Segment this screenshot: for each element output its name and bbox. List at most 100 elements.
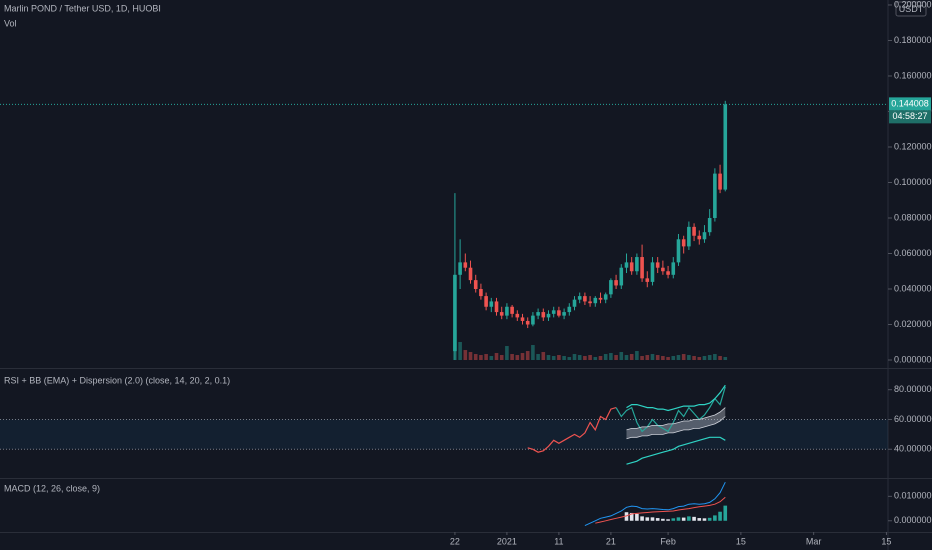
candle-body [671, 262, 676, 275]
volume-label: Vol [4, 18, 17, 28]
volume-bar [707, 355, 712, 361]
x-tick-label: 2021 [497, 536, 517, 546]
candle-body [697, 235, 702, 240]
candle-body [510, 306, 514, 314]
y-tick-label: 40.000000 [894, 444, 932, 454]
histogram-bar [676, 517, 681, 521]
candle-body [588, 301, 592, 304]
y-tick-label: 0.020000 [894, 319, 932, 329]
y-tick-label: 80.000000 [894, 384, 932, 394]
volume-bar [619, 352, 624, 361]
volume-bar [681, 354, 686, 361]
candle-body [567, 306, 572, 313]
volume-bar [577, 355, 582, 361]
volume-bar [536, 354, 540, 361]
histogram-bar [687, 516, 691, 521]
histogram-bar [650, 517, 655, 521]
chart-title: Marlin POND / Tether USD, 1D, HUOBI [4, 3, 161, 13]
candle-body [515, 313, 520, 318]
volume-bar [666, 357, 670, 361]
volume-bar [520, 353, 525, 361]
histogram-bar [645, 517, 650, 521]
candle-body [723, 104, 728, 190]
candle-body [525, 320, 530, 325]
volume-bar [588, 355, 592, 361]
volume-bar [562, 356, 566, 361]
currency-badge[interactable] [895, 1, 927, 17]
candle-body [499, 312, 504, 316]
volume-bar [468, 352, 473, 361]
pane-title: MACD (12, 26, close, 9) [4, 483, 100, 493]
volume-bar [593, 357, 598, 361]
volume-bar [572, 354, 577, 361]
rsi-band [0, 419, 888, 450]
series-line [595, 496, 726, 524]
histogram-bar [697, 518, 702, 521]
volume-bar [525, 351, 530, 361]
series-line [584, 481, 726, 527]
y-tick-label: 0.010000 [894, 491, 932, 501]
candle-body [536, 312, 540, 316]
x-tick-label: 15 [881, 536, 891, 546]
candle-body [603, 294, 608, 300]
volume-bar [494, 353, 499, 361]
y-tick-label: 60.000000 [894, 414, 932, 424]
series-line [626, 407, 726, 431]
volume-bar [624, 355, 629, 361]
candle-body [458, 262, 462, 275]
volume-bar [598, 356, 603, 361]
histogram-bar [671, 518, 676, 521]
y-tick-label: 0.080000 [894, 212, 932, 222]
series-line [626, 416, 726, 440]
candle-body [645, 278, 650, 282]
histogram-bar [624, 512, 629, 521]
candle-body [463, 262, 468, 268]
volume-bar [510, 354, 514, 361]
volume-bar [676, 355, 681, 361]
volume-bar [671, 356, 676, 361]
y-tick-label: 0.120000 [894, 141, 932, 151]
volume-bar [515, 355, 520, 361]
candle-body [505, 306, 509, 316]
candle-body [650, 262, 655, 282]
candle-body [640, 257, 644, 279]
y-tick-label: 0.000000 [894, 354, 932, 364]
candle-body [484, 296, 488, 307]
histogram-bar [692, 516, 696, 521]
x-tick-label: 11 [554, 536, 563, 546]
volume-bar [718, 356, 722, 361]
currency-label[interactable]: USDT [899, 4, 924, 14]
y-tick-label: 0.180000 [894, 35, 932, 45]
candle-body [655, 262, 660, 268]
volume-bar [479, 355, 483, 361]
candle-body [624, 262, 629, 268]
candle-body [692, 226, 696, 236]
y-tick-label: 0.200000 [894, 0, 932, 9]
plot-layer [0, 100, 888, 527]
volume-bar [635, 351, 639, 361]
volume-bar [655, 355, 660, 361]
candle-body [718, 173, 722, 190]
x-tick-label: Feb [660, 536, 676, 546]
histogram-bar [723, 505, 728, 521]
volume-bar [702, 356, 707, 361]
volume-bar [650, 354, 655, 361]
volume-bar [463, 350, 468, 361]
histogram-bar [666, 519, 670, 521]
volume-bar [567, 357, 572, 361]
volume-bar [473, 354, 478, 361]
candle-body [572, 299, 577, 307]
x-tick-label: 22 [450, 536, 460, 546]
volume-bar [484, 354, 488, 361]
pane-title: RSI + BB (EMA) + Dispersion (2.0) (close… [4, 375, 230, 385]
volume-bar [557, 355, 561, 361]
candle-body [562, 312, 566, 316]
volume-bar [609, 353, 613, 361]
histogram-bar [640, 516, 644, 521]
candle-body [551, 310, 556, 314]
candle-body [687, 226, 691, 247]
candle-body [707, 217, 712, 233]
